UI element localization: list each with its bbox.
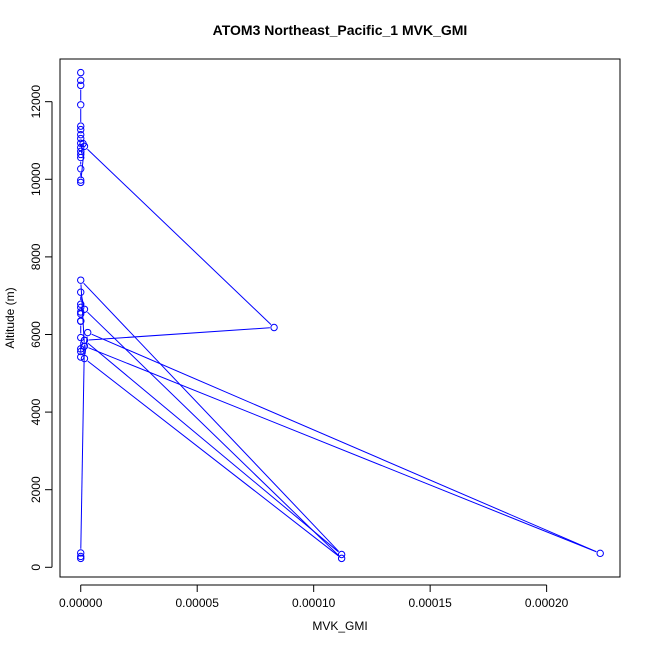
data-point — [77, 178, 85, 187]
data-point — [80, 336, 89, 345]
plot-frame — [59, 58, 621, 578]
data-point — [77, 554, 85, 563]
series-segment — [80, 344, 85, 549]
series-segment — [87, 342, 339, 553]
data-point — [77, 101, 85, 109]
y-tick-label: 6000 — [29, 321, 43, 348]
data-point — [337, 550, 346, 559]
y-axis-label: Altitude (m) — [3, 287, 17, 348]
y-tick-label: 12000 — [29, 85, 43, 119]
data-point — [80, 342, 89, 350]
series-segment — [87, 148, 272, 325]
data-point — [596, 549, 604, 558]
x-tick-label: 0.00010 — [292, 596, 336, 610]
data-point — [80, 142, 89, 151]
data-point — [77, 288, 85, 296]
data-point — [77, 153, 85, 162]
series-segment — [80, 284, 85, 342]
data-point — [77, 176, 85, 184]
data-point — [77, 68, 85, 77]
data-point — [77, 276, 85, 284]
series-segment — [84, 336, 88, 355]
data-point — [77, 76, 85, 85]
data-point — [80, 305, 89, 313]
x-axis: 0.00000 0.00005 0.00010 0.00015 0.00020 — [59, 584, 569, 610]
data-point — [77, 150, 85, 159]
data-point — [77, 130, 85, 139]
data-point — [77, 552, 85, 561]
data-point — [77, 81, 85, 90]
y-tick-label: 0 — [29, 564, 43, 571]
data-point — [77, 347, 85, 356]
data-point — [77, 165, 85, 173]
chart-title: ATOM3 Northeast_Pacific_1 MVK_GMI — [213, 22, 468, 38]
data-point — [80, 354, 89, 363]
series-segment — [87, 311, 339, 556]
data-point — [77, 549, 85, 557]
x-tick-label: 0.00005 — [176, 596, 220, 610]
data-point — [337, 554, 346, 563]
x-axis-label: MVK_GMI — [312, 619, 367, 633]
data-point — [270, 323, 278, 332]
series-segment — [88, 327, 270, 341]
y-tick-label: 8000 — [29, 243, 43, 270]
series-segment — [87, 360, 339, 557]
x-tick-label: 0.00000 — [59, 596, 103, 610]
x-tick-label: 0.00020 — [525, 596, 569, 610]
series-layer — [77, 68, 604, 563]
y-axis: 0 2000 4000 6000 8000 10000 12000 — [29, 85, 53, 571]
y-tick-label: 2000 — [29, 476, 43, 503]
series-segment — [91, 333, 597, 553]
series-segment — [88, 347, 597, 553]
data-point — [77, 143, 85, 152]
data-point — [77, 122, 85, 130]
data-point — [77, 125, 85, 134]
data-point — [77, 353, 85, 361]
data-point — [77, 300, 85, 308]
y-tick-label: 10000 — [29, 162, 43, 196]
data-point — [77, 317, 85, 325]
data-point — [77, 303, 85, 312]
y-tick-label: 4000 — [29, 398, 43, 425]
series-segment — [83, 282, 340, 552]
data-point — [84, 328, 92, 337]
x-tick-label: 0.00015 — [408, 596, 452, 610]
